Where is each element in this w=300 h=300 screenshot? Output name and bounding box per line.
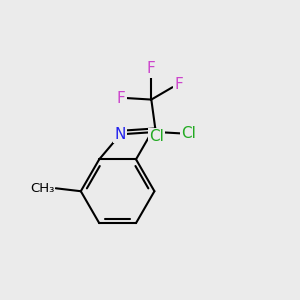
Text: Cl: Cl bbox=[149, 129, 164, 144]
Text: N: N bbox=[115, 127, 126, 142]
Text: CH₃: CH₃ bbox=[30, 182, 54, 195]
Text: Cl: Cl bbox=[182, 126, 196, 141]
Text: F: F bbox=[174, 77, 183, 92]
Text: F: F bbox=[117, 91, 126, 106]
Text: F: F bbox=[147, 61, 156, 76]
